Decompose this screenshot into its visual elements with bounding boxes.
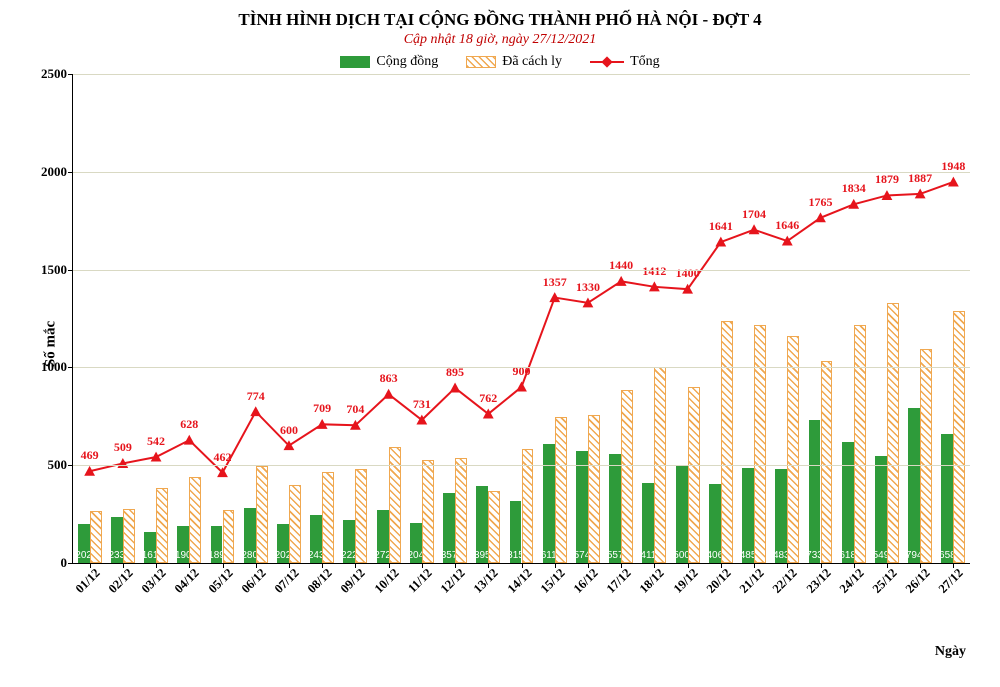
line-value-label: 1357: [543, 275, 567, 290]
x-tick-label: 16/12: [571, 566, 602, 597]
chart-subtitle: Cập nhật 18 giờ, ngày 27/12/2021: [20, 32, 980, 48]
line-value-label: 600: [280, 423, 298, 438]
x-tick-label: 17/12: [604, 566, 635, 597]
chart-title: TÌNH HÌNH DỊCH TẠI CỘNG ĐỒNG THÀNH PHỐ H…: [20, 10, 980, 30]
x-tick-label: 25/12: [870, 566, 901, 597]
x-tick-label: 13/12: [471, 566, 502, 597]
x-tick-label: 11/12: [405, 566, 435, 596]
x-tick-label: 24/12: [836, 566, 867, 597]
x-tick-label: 21/12: [737, 566, 768, 597]
gridline: [73, 172, 970, 173]
legend-label: Tổng: [630, 54, 660, 70]
legend-label: Đã cách ly: [502, 54, 562, 70]
line-value-label: 462: [214, 450, 232, 465]
chart-container: TÌNH HÌNH DỊCH TẠI CỘNG ĐỒNG THÀNH PHỐ H…: [0, 0, 1000, 687]
line-value-label: 774: [247, 389, 265, 404]
line-value-label: 1887: [908, 171, 932, 186]
legend-item-cachly: Đã cách ly: [466, 54, 562, 70]
x-tick-label: 03/12: [139, 566, 170, 597]
line-value-label: 628: [180, 417, 198, 432]
legend: Cộng đồng Đã cách ly Tổng: [20, 54, 980, 70]
plot-area: 2022331611901892802022432222722043573953…: [72, 74, 970, 564]
line-value-label: 1641: [709, 219, 733, 234]
line-value-label: 863: [380, 371, 398, 386]
legend-item-tong: Tổng: [590, 54, 660, 70]
line-value-label: 469: [81, 448, 99, 463]
x-tick-label: 20/12: [704, 566, 735, 597]
gridline: [73, 270, 970, 271]
y-tick-mark: [68, 367, 73, 368]
y-tick-mark: [68, 172, 73, 173]
x-tick-label: 26/12: [903, 566, 934, 597]
line-value-label: 1400: [676, 266, 700, 281]
line-value-label: 1646: [775, 218, 799, 233]
x-tick-label: 04/12: [172, 566, 203, 597]
gridline: [73, 367, 970, 368]
line-value-label: 731: [413, 397, 431, 412]
gridline: [73, 74, 970, 75]
line-value-label: 1834: [842, 181, 866, 196]
line-value-label: 900: [513, 364, 531, 379]
y-tick-mark: [68, 270, 73, 271]
line-value-label: 542: [147, 434, 165, 449]
x-tick-label: 09/12: [338, 566, 369, 597]
x-tick-label: 08/12: [305, 566, 336, 597]
gridline: [73, 465, 970, 466]
x-tick-label: 12/12: [438, 566, 469, 597]
x-tick-label: 06/12: [238, 566, 269, 597]
y-tick-mark: [68, 465, 73, 466]
x-tick-label: 18/12: [637, 566, 668, 597]
x-tick-label: 05/12: [205, 566, 236, 597]
x-tick-label: 07/12: [272, 566, 303, 597]
line-value-label: 1440: [609, 258, 633, 273]
legend-swatch-solid: [340, 56, 370, 68]
line-value-label: 509: [114, 440, 132, 455]
line-value-label: 1704: [742, 207, 766, 222]
legend-swatch-hatch: [466, 56, 496, 68]
x-tick-label: 19/12: [670, 566, 701, 597]
plot-outer: Số mắc 202233161190189280202243222272204…: [72, 74, 970, 614]
x-tick-label: 27/12: [936, 566, 967, 597]
x-tick-label: 22/12: [770, 566, 801, 597]
x-tick-label: 01/12: [72, 566, 103, 597]
x-axis-title: Ngày: [935, 644, 966, 660]
line-value-label: 704: [346, 402, 364, 417]
legend-item-congdong: Cộng đồng: [340, 54, 438, 70]
x-tick-label: 10/12: [371, 566, 402, 597]
line-value-label: 1412: [642, 264, 666, 279]
x-tick-label: 02/12: [106, 566, 137, 597]
data-labels-layer: 4695095426284627746007097048637318957629…: [73, 74, 970, 563]
y-tick-mark: [68, 74, 73, 75]
x-tick-label: 15/12: [537, 566, 568, 597]
line-value-label: 762: [479, 391, 497, 406]
line-value-label: 1879: [875, 172, 899, 187]
x-tick-label: 14/12: [504, 566, 535, 597]
line-value-label: 1330: [576, 280, 600, 295]
line-value-label: 1765: [809, 195, 833, 210]
x-tick-label: 23/12: [803, 566, 834, 597]
line-value-label: 709: [313, 401, 331, 416]
legend-label: Cộng đồng: [376, 54, 438, 70]
legend-swatch-line: [590, 55, 624, 69]
y-tick-mark: [68, 563, 73, 564]
